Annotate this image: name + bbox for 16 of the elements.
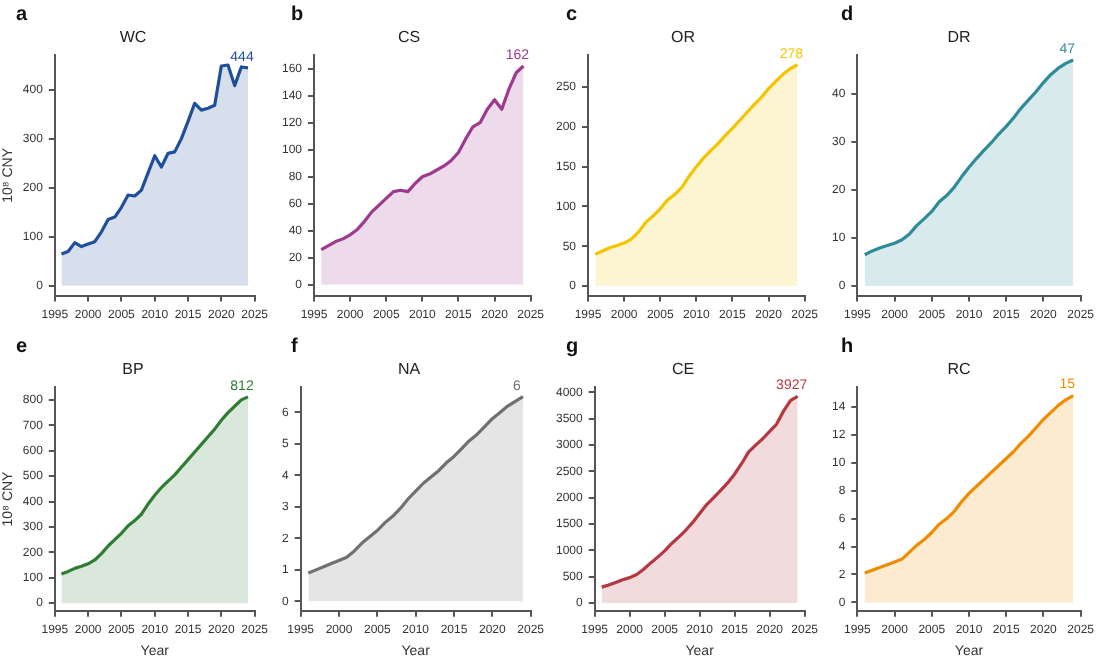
- text: g: [566, 336, 579, 358]
- text: f: [291, 336, 298, 358]
- chart-title: CS: [396, 28, 420, 47]
- chart-title: CE: [671, 360, 695, 379]
- chart-title: RC: [946, 360, 970, 379]
- text: b: [291, 4, 304, 26]
- chart-title: DR: [946, 28, 970, 47]
- text: a: [16, 4, 28, 26]
- chart-title: WC: [119, 28, 147, 47]
- chart-title: NA: [396, 360, 421, 379]
- text: e: [16, 336, 28, 358]
- text: c: [566, 4, 578, 26]
- chart-title: BP: [122, 360, 144, 379]
- text: d: [841, 4, 854, 26]
- chart-title: OR: [671, 28, 696, 47]
- text: h: [841, 336, 854, 358]
